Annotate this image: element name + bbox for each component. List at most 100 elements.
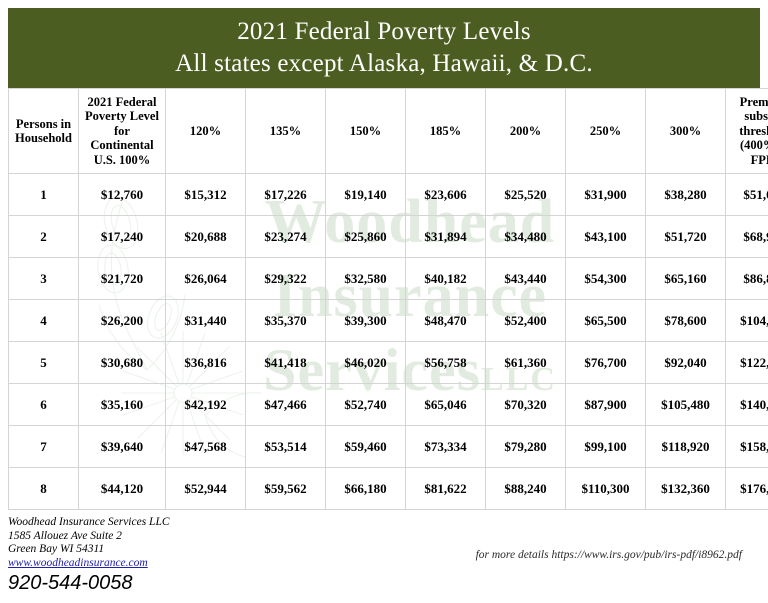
- cell-fpl-100: $35,160: [78, 383, 166, 426]
- cell-250: $87,900: [565, 383, 646, 426]
- cell-premium-subsidy: $122,720: [725, 341, 768, 384]
- cell-persons: 5: [8, 341, 79, 384]
- cell-persons: 3: [8, 257, 79, 300]
- cell-fpl-100: $26,200: [78, 299, 166, 342]
- cell-120: $42,192: [165, 383, 246, 426]
- cell-135: $17,226: [245, 173, 326, 216]
- cell-185: $81,622: [405, 467, 486, 510]
- cell-fpl-100: $30,680: [78, 341, 166, 384]
- cell-250: $110,300: [565, 467, 646, 510]
- cell-185: $65,046: [405, 383, 486, 426]
- cell-120: $26,064: [165, 257, 246, 300]
- cell-150: $66,180: [325, 467, 406, 510]
- cell-fpl-100: $39,640: [78, 425, 166, 468]
- cell-premium-subsidy: $104,800: [725, 299, 768, 342]
- cell-250: $31,900: [565, 173, 646, 216]
- company-website-link[interactable]: www.woodheadinsurance.com: [8, 556, 148, 569]
- cell-150: $25,860: [325, 215, 406, 258]
- cell-250: $54,300: [565, 257, 646, 300]
- column-header-premium-subsidy: Premium subsidy threshold (400% of FPL): [725, 88, 768, 174]
- company-name: Woodhead Insurance Services LLC: [8, 516, 170, 528]
- table-body: 1 $12,760 $15,312 $17,226 $19,140 $23,60…: [8, 173, 768, 510]
- cell-200: $25,520: [485, 173, 566, 216]
- column-header-fpl-100: 2021 Federal Poverty Level for Continent…: [78, 88, 166, 174]
- table-row: 2 $17,240 $20,688 $23,274 $25,860 $31,89…: [8, 215, 768, 258]
- cell-premium-subsidy: $158,560: [725, 425, 768, 468]
- footer: Woodhead Insurance Services LLC 1585 All…: [8, 512, 760, 603]
- cell-300: $92,040: [645, 341, 726, 384]
- cell-premium-subsidy: $51,040: [725, 173, 768, 216]
- table-row: 5 $30,680 $36,816 $41,418 $46,020 $56,75…: [8, 341, 768, 384]
- cell-persons: 7: [8, 425, 79, 468]
- cell-250: $43,100: [565, 215, 646, 258]
- cell-fpl-100: $21,720: [78, 257, 166, 300]
- table-header-row: Persons in Household 2021 Federal Povert…: [8, 88, 768, 174]
- table-row: 8 $44,120 $52,944 $59,562 $66,180 $81,62…: [8, 467, 768, 510]
- cell-185: $23,606: [405, 173, 486, 216]
- address-line-1: 1585 Allouez Ave Suite 2: [8, 529, 122, 542]
- column-header-persons: Persons in Household: [8, 88, 79, 174]
- cell-300: $51,720: [645, 215, 726, 258]
- cell-135: $47,466: [245, 383, 326, 426]
- cell-200: $79,280: [485, 425, 566, 468]
- federal-poverty-level-table: Persons in Household 2021 Federal Povert…: [8, 88, 768, 510]
- table-row: 7 $39,640 $47,568 $53,514 $59,460 $73,33…: [8, 425, 768, 468]
- cell-150: $32,580: [325, 257, 406, 300]
- table-row: 3 $21,720 $26,064 $29,322 $32,580 $40,18…: [8, 257, 768, 300]
- column-header-300: 300%: [645, 88, 726, 174]
- cell-300: $65,160: [645, 257, 726, 300]
- cell-fpl-100: $12,760: [78, 173, 166, 216]
- column-header-185: 185%: [405, 88, 486, 174]
- cell-persons: 2: [8, 215, 79, 258]
- cell-250: $65,500: [565, 299, 646, 342]
- cell-200: $70,320: [485, 383, 566, 426]
- cell-200: $43,440: [485, 257, 566, 300]
- cell-120: $20,688: [165, 215, 246, 258]
- cell-300: $78,600: [645, 299, 726, 342]
- column-header-120: 120%: [165, 88, 246, 174]
- cell-200: $52,400: [485, 299, 566, 342]
- cell-300: $118,920: [645, 425, 726, 468]
- cell-300: $105,480: [645, 383, 726, 426]
- phone-number: 920-544-0058: [8, 572, 133, 594]
- cell-200: $88,240: [485, 467, 566, 510]
- cell-135: $41,418: [245, 341, 326, 384]
- table-row: 1 $12,760 $15,312 $17,226 $19,140 $23,60…: [8, 173, 768, 216]
- cell-185: $48,470: [405, 299, 486, 342]
- cell-185: $73,334: [405, 425, 486, 468]
- column-header-200: 200%: [485, 88, 566, 174]
- column-header-250: 250%: [565, 88, 646, 174]
- cell-250: $99,100: [565, 425, 646, 468]
- cell-premium-subsidy: $176,480: [725, 467, 768, 510]
- cell-200: $34,480: [485, 215, 566, 258]
- cell-135: $53,514: [245, 425, 326, 468]
- cell-185: $40,182: [405, 257, 486, 300]
- cell-150: $52,740: [325, 383, 406, 426]
- cell-persons: 6: [8, 383, 79, 426]
- irs-reference-note[interactable]: for more details https://www.irs.gov/pub…: [475, 549, 742, 561]
- cell-135: $23,274: [245, 215, 326, 258]
- cell-185: $31,894: [405, 215, 486, 258]
- cell-120: $52,944: [165, 467, 246, 510]
- cell-135: $29,322: [245, 257, 326, 300]
- address-line-2: Green Bay WI 54311: [8, 543, 105, 556]
- cell-135: $35,370: [245, 299, 326, 342]
- cell-185: $56,758: [405, 341, 486, 384]
- cell-persons: 4: [8, 299, 79, 342]
- company-address-block: Woodhead Insurance Services LLC 1585 All…: [8, 516, 170, 570]
- cell-premium-subsidy: $68,960: [725, 215, 768, 258]
- cell-300: $132,360: [645, 467, 726, 510]
- cell-120: $47,568: [165, 425, 246, 468]
- cell-150: $59,460: [325, 425, 406, 468]
- cell-150: $39,300: [325, 299, 406, 342]
- column-header-135: 135%: [245, 88, 326, 174]
- cell-fpl-100: $44,120: [78, 467, 166, 510]
- cell-120: $36,816: [165, 341, 246, 384]
- banner-title-line-2: All states except Alaska, Hawaii, & D.C.: [175, 50, 593, 77]
- cell-150: $19,140: [325, 173, 406, 216]
- cell-fpl-100: $17,240: [78, 215, 166, 258]
- cell-persons: 1: [8, 173, 79, 216]
- cell-200: $61,360: [485, 341, 566, 384]
- cell-persons: 8: [8, 467, 79, 510]
- cell-premium-subsidy: $140,640: [725, 383, 768, 426]
